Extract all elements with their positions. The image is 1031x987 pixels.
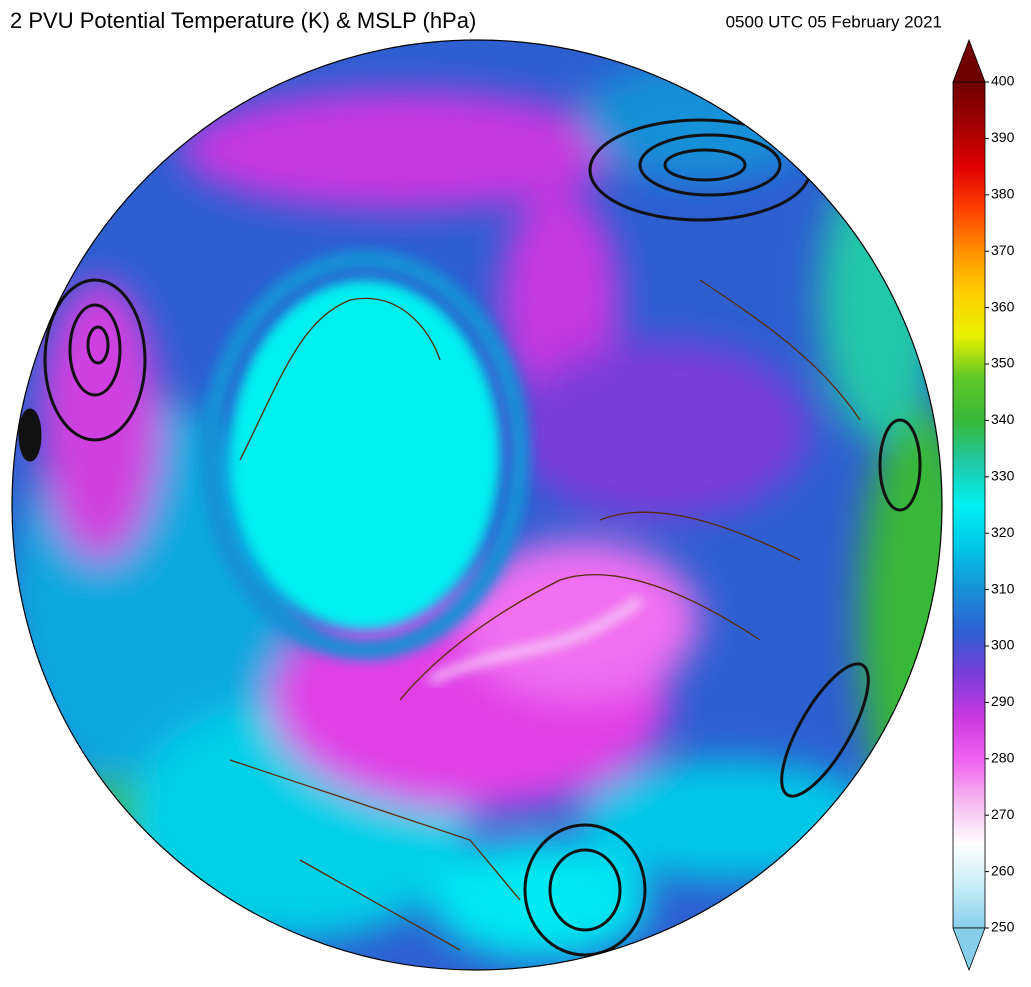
colorbar-tick-label: 320 (991, 524, 1015, 540)
colorbar-tick-label: 280 (991, 750, 1015, 766)
colorbar-tick-label: 260 (991, 862, 1015, 878)
colorbar: 250 260 270 280 290 300 310 320 330 340 350 360 370 3… (952, 38, 1015, 972)
timestamp: 0500 UTC 05 February 2021 (726, 12, 942, 31)
colorbar-tick-label: 370 (991, 242, 1015, 258)
colorbar-tick-label: 390 (991, 129, 1015, 145)
colorbar-body (952, 81, 986, 929)
colorbar-tick-label: 330 (991, 468, 1015, 484)
globe-outline (11, 39, 943, 971)
colorbar-tick-label: 300 (991, 637, 1015, 653)
title: 2 PVU Potential Temperature (K) & MSLP (… (10, 8, 476, 33)
colorbar-tick-label: 400 (991, 73, 1015, 89)
colorbar-extend-max (952, 38, 986, 83)
colorbar-tick-label: 270 (991, 806, 1015, 822)
colorbar-tick-label: 250 (991, 919, 1015, 935)
colorbar-tick-label: 380 (991, 186, 1015, 202)
colorbar-tick-label: 340 (991, 411, 1015, 427)
colorbar-tick-label: 360 (991, 298, 1015, 314)
colorbar-tick-label: 350 (991, 355, 1015, 371)
colorbar-extend-min (952, 927, 986, 972)
colorbar-tick-label: 290 (991, 693, 1015, 709)
colorbar-tick-label: 310 (991, 580, 1015, 596)
